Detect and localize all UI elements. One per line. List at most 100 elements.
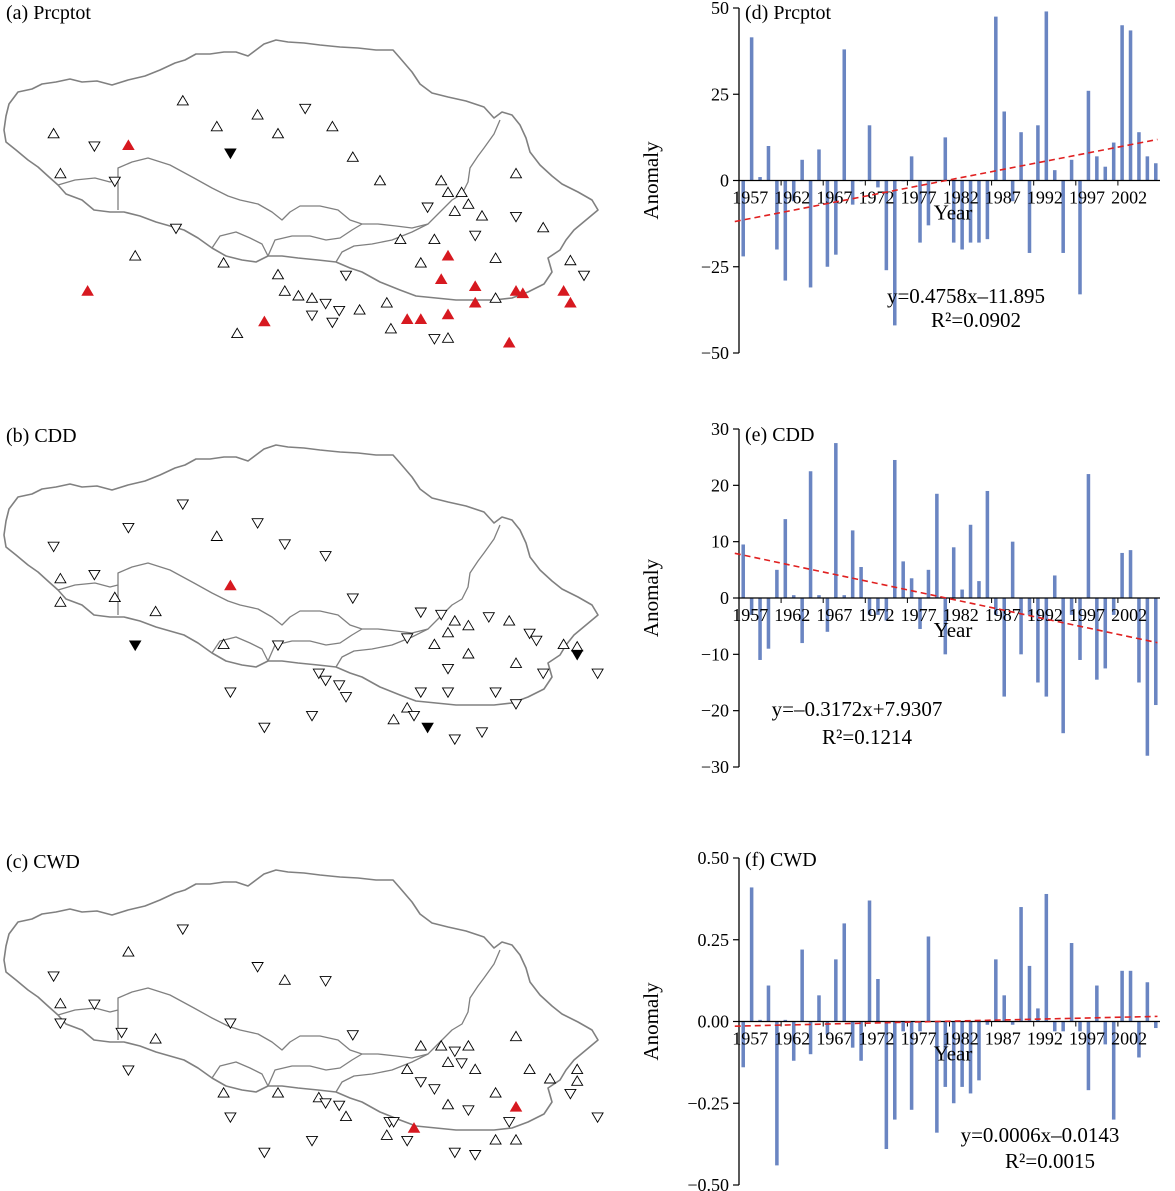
decrease-station-icon	[258, 722, 271, 734]
anomaly-bar	[850, 180, 855, 205]
increase-significant-station-icon	[441, 249, 455, 261]
decrease-station-icon	[530, 635, 543, 647]
increase-significant-station-icon	[441, 308, 455, 320]
anomaly-bar	[935, 493, 939, 598]
anomaly-bar	[1086, 474, 1091, 598]
x-tick-label: 1977	[901, 605, 937, 625]
anomaly-bar	[775, 1021, 779, 1166]
decrease-station-icon	[428, 1084, 441, 1095]
anomaly-bar	[1044, 598, 1049, 697]
increase-station-icon	[305, 292, 319, 303]
increase-station-icon	[502, 614, 516, 626]
increase-station-icon	[122, 945, 135, 957]
anomaly-bar	[791, 180, 796, 202]
anomaly-bar	[960, 1021, 964, 1087]
anomaly-bar	[1036, 598, 1040, 683]
increase-station-icon	[557, 638, 570, 650]
increase-significant-station-icon	[557, 285, 570, 296]
station-markers-c	[47, 924, 604, 1161]
anomaly-bar	[901, 561, 905, 598]
increase-significant-station-icon	[407, 1122, 421, 1133]
increase-station-icon	[54, 572, 67, 584]
x-tick-label: 1962	[774, 1029, 810, 1049]
y-tick-label: −0.50	[687, 1175, 729, 1191]
decrease-station-icon	[523, 628, 536, 640]
increase-significant-station-icon	[414, 313, 428, 324]
anomaly-bar	[1154, 163, 1158, 181]
increase-station-icon	[455, 186, 468, 198]
anomaly-bar	[1010, 1021, 1015, 1025]
increase-station-icon	[441, 626, 455, 638]
x-axis-title: Year	[934, 618, 973, 642]
trend-line	[734, 552, 1158, 644]
increase-station-icon	[523, 1063, 536, 1075]
increase-station-icon	[543, 1072, 557, 1084]
increase-significant-station-icon	[224, 579, 237, 591]
anomaly-bar	[960, 589, 964, 598]
anomaly-bar	[876, 978, 880, 1022]
decrease-station-icon	[298, 103, 312, 115]
anomaly-bar	[893, 1021, 897, 1120]
anomaly-bar	[1069, 943, 1074, 1022]
increase-station-icon	[564, 254, 577, 266]
x-tick-label: 1987	[985, 1029, 1021, 1049]
decrease-station-icon	[448, 1147, 462, 1159]
anomaly-bar	[1052, 1021, 1057, 1032]
increase-station-icon	[128, 249, 142, 261]
anomaly-bar	[918, 1021, 922, 1032]
decrease-station-icon	[448, 1046, 462, 1058]
x-tick-label: 2002	[1111, 188, 1147, 208]
regression-equation: y=0.4758x–11.895	[887, 284, 1045, 308]
decrease-station-icon	[278, 539, 292, 551]
increase-station-icon	[387, 713, 400, 725]
x-tick-label: 1997	[1069, 188, 1105, 208]
x-tick-label: 1982	[943, 188, 979, 208]
x-tick-label: 1997	[1069, 1029, 1105, 1049]
y-tick-label: 50	[711, 0, 729, 18]
increase-station-icon	[217, 256, 230, 268]
decrease-station-icon	[407, 710, 421, 722]
increase-station-icon	[176, 94, 190, 106]
anomaly-bar	[1044, 11, 1049, 181]
increase-significant-station-icon	[564, 296, 577, 308]
anomaly-bar	[985, 1021, 990, 1025]
r-squared-value: R²=0.0015	[1005, 1149, 1095, 1173]
decrease-station-icon	[591, 668, 604, 680]
chart-panel-d: 50 25 0 −25 −50 1957 1962 1967 1972 1977 1982 1987 1…	[639, 0, 1160, 363]
decrease-significant-station-icon	[128, 640, 142, 652]
decrease-station-icon	[258, 1147, 271, 1159]
increase-significant-station-icon	[516, 287, 530, 299]
increase-station-icon	[339, 1110, 353, 1122]
anomaly-bar	[1078, 598, 1082, 660]
decrease-significant-station-icon	[421, 722, 434, 734]
x-tick-label: 1987	[985, 188, 1021, 208]
station-markers-b	[47, 499, 604, 746]
anomaly-bar	[1111, 1021, 1116, 1120]
anomaly-bar	[791, 595, 796, 598]
chart-panel-f: 0.50 0.25 0.00 −0.25 −0.50 1957 1962 1967 1972 19…	[639, 848, 1160, 1191]
anomaly-bar	[758, 177, 762, 181]
anomaly-bar	[808, 471, 813, 598]
decrease-station-icon	[88, 141, 101, 153]
decrease-significant-station-icon	[224, 148, 237, 160]
anomaly-bar	[825, 598, 830, 632]
anomaly-bar	[918, 598, 922, 629]
decrease-station-icon	[312, 668, 326, 680]
y-tick-label: 0	[720, 588, 729, 608]
anomaly-bar	[1111, 142, 1116, 181]
anomaly-bar	[775, 569, 779, 598]
anomaly-bar	[977, 581, 981, 598]
anomaly-bar	[1145, 156, 1150, 181]
increase-station-icon	[462, 647, 475, 659]
increase-station-icon	[373, 174, 387, 186]
y-tick-label: −50	[701, 343, 729, 363]
anomaly-bar	[943, 1021, 948, 1087]
increase-station-icon	[400, 1063, 414, 1075]
anomaly-bar	[1128, 970, 1133, 1022]
increase-station-icon	[210, 530, 224, 541]
decrease-station-icon	[462, 1105, 475, 1117]
anomaly-bar	[741, 180, 745, 257]
increase-significant-station-icon	[502, 336, 516, 348]
anomaly-bar	[943, 137, 948, 181]
anomaly-bar	[1002, 995, 1006, 1022]
